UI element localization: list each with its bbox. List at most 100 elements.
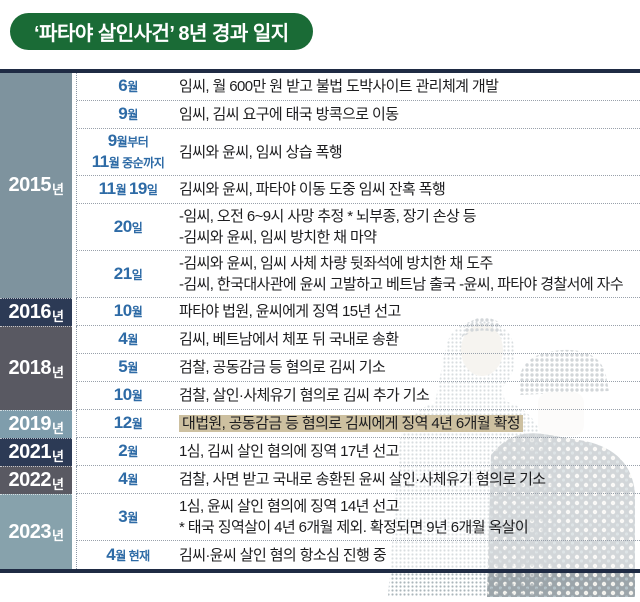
event-line: 1심, 김씨 살인 혐의에 징역 17년 선고 [179, 441, 634, 462]
year-label-2016: 2016 년 [0, 298, 72, 326]
month-line: 12월 [77, 413, 179, 434]
event-text: 김씨와 윤씨, 임씨 상습 폭행 [179, 142, 640, 163]
event-text: 임씨, 김씨 요구에 태국 방콕으로 이동 [179, 104, 640, 125]
year-suffix: 년 [52, 420, 64, 436]
month-number: 20 [113, 216, 132, 236]
event-line: 김씨와 윤씨, 임씨 상습 폭행 [179, 142, 634, 163]
month-line: 9월부터 [77, 131, 179, 152]
month-unit: 월 [127, 361, 138, 375]
month-label: 21일 [77, 264, 179, 285]
event-plain: 검찰, 살인·사체유기 혐의로 김씨 추가 기소 [179, 387, 430, 404]
timeline-row: 6월 임씨, 월 600만 원 받고 불법 도박사이트 관리체계 개발 [77, 73, 640, 101]
event-plain: * 태국 징역살이 4년 6개월 제외. 확정되면 9년 6개월 옥살이 [179, 519, 529, 536]
event-text: 검찰, 사면 받고 국내로 송환된 윤씨 살인·사체유기 혐의로 기소 [179, 469, 640, 490]
timeline-row: 10월 파타야 법원, 윤씨에게 징역 15년 선고 [77, 298, 640, 326]
month-number: 19 [128, 179, 147, 198]
event-line: 검찰, 공동감금 등 혐의로 김씨 기소 [179, 357, 634, 378]
year-group-2021: 2021 년 2월 1심, 김씨 살인 혐의에 징역 17년 선고 [0, 438, 640, 466]
year-number: 2021 [8, 441, 52, 463]
month-unit: 월 [127, 510, 138, 525]
timeline-row: 12월 대법원, 공동감금 등 혐의로 김씨에게 징역 4년 6개월 확정 [77, 410, 640, 438]
month-number: 11 [98, 179, 116, 198]
event-plain: 김씨, 베트남에서 체포 뒤 국내로 송환 [179, 331, 399, 348]
year-group-2019: 2019 년 12월 대법원, 공동감금 등 혐의로 김씨에게 징역 4년 6개월 확… [0, 410, 640, 438]
month-unit: 월 현재 [115, 548, 150, 563]
event-rows: 4월 검찰, 사면 받고 국내로 송환된 윤씨 살인·사체유기 혐의로 기소 [76, 466, 640, 494]
year-label-2021: 2021 년 [0, 438, 72, 466]
month-unit: 월 [131, 389, 143, 403]
event-plain: 임씨, 월 600만 원 받고 불법 도박사이트 관리체계 개발 [179, 78, 499, 95]
event-line: 파타야 법원, 윤씨에게 징역 15년 선고 [179, 301, 634, 322]
timeline-row: 10월 검찰, 살인·사체유기 혐의로 김씨 추가 기소 [77, 382, 640, 410]
year-suffix: 년 [52, 448, 64, 464]
event-rows: 4월 김씨, 베트남에서 체포 뒤 국내로 송환 5월 검찰, 공동감금 등 혐의로 … [76, 326, 640, 410]
month-line: 11월 중순까지 [77, 152, 179, 173]
event-text: -김씨와 윤씨, 임씨 사체 차량 뒷좌석에 방치한 채 도주 -김씨, 한국대사… [179, 253, 640, 295]
year-group-2022: 2022 년 4월 검찰, 사면 받고 국내로 송환된 윤씨 살인·사체유기 혐의로 … [0, 466, 640, 494]
event-rows: 6월 임씨, 월 600만 원 받고 불법 도박사이트 관리체계 개발 9월 임씨, … [76, 73, 640, 298]
event-rows: 12월 대법원, 공동감금 등 혐의로 김씨에게 징역 4년 6개월 확정 [76, 410, 640, 438]
month-number: 10 [113, 385, 132, 404]
event-plain: 임씨, 김씨 요구에 태국 방콕으로 이동 [179, 106, 399, 123]
month-unit: 월 중순까지 [108, 156, 165, 170]
event-line: 1심, 윤씨 살인 혐의에 징역 14년 선고 [179, 496, 634, 517]
timeline-row: 11월 19일 김씨와 윤씨, 파타야 이동 도중 임씨 잔혹 폭행 [77, 176, 640, 204]
event-plain: -임씨, 오전 6~9시 사망 추정 * 뇌부종, 장기 손상 등 [179, 208, 477, 225]
month-unit: 월 [127, 80, 138, 94]
year-group-2015: 2015 년 6월 임씨, 월 600만 원 받고 불법 도박사이트 관리체계 개발 9… [0, 73, 640, 298]
month-unit: 월부터 [116, 135, 149, 149]
month-number: 4 [118, 469, 128, 488]
page-title: ‘파타야 살인사건’ 8년 경과 일지 [10, 13, 313, 50]
month-number: 9 [107, 131, 117, 150]
event-plain: 검찰, 사면 받고 국내로 송환된 윤씨 살인·사체유기 혐의로 기소 [179, 471, 546, 488]
year-label-2018: 2018 년 [0, 326, 72, 410]
event-text: 김씨·윤씨 살인 혐의 항소심 진행 중 [179, 545, 640, 566]
event-line: -임씨, 오전 6~9시 사망 추정 * 뇌부종, 장기 손상 등 [179, 206, 634, 227]
year-number: 2019 [8, 413, 52, 435]
year-suffix: 년 [52, 364, 64, 380]
month-line: 9월 [77, 104, 179, 125]
year-group-2023: 2023 년 3월 1심, 윤씨 살인 혐의에 징역 14년 선고 * 태국 징역살이 … [0, 494, 640, 569]
year-suffix: 년 [52, 308, 64, 324]
year-label-2019: 2019 년 [0, 410, 72, 438]
event-line: 검찰, 사면 받고 국내로 송환된 윤씨 살인·사체유기 혐의로 기소 [179, 469, 634, 490]
month-number: 4 [118, 329, 128, 348]
month-line: 4월 현재 [77, 545, 179, 566]
event-plain: 김씨와 윤씨, 임씨 상습 폭행 [179, 143, 343, 161]
timeline-row: 3월 1심, 윤씨 살인 혐의에 징역 14년 선고 * 태국 징역살이 4년 6개… [77, 494, 640, 541]
year-number: 2022 [8, 469, 52, 491]
month-unit: 월 [131, 417, 143, 431]
month-line: 5월 [77, 357, 179, 378]
month-label: 4월 현재 [77, 545, 179, 566]
month-unit: 일 [146, 183, 158, 197]
event-plain: -김씨, 한국대사관에 윤씨 고발하고 베트남 출국 -윤씨, 파타야 경찰서에… [179, 276, 624, 293]
event-plain: 김씨와 윤씨, 파타야 이동 도중 임씨 잔혹 폭행 [179, 181, 446, 198]
event-line: * 태국 징역살이 4년 6개월 제외. 확정되면 9년 6개월 옥살이 [179, 517, 634, 538]
month-label: 12월 [77, 413, 179, 434]
year-number: 2018 [8, 357, 52, 379]
month-line: 4월 [77, 469, 179, 490]
year-group-2018: 2018 년 4월 김씨, 베트남에서 체포 뒤 국내로 송환 5월 검찰, 공동감금 등… [0, 326, 640, 410]
month-number: 4 [106, 544, 116, 564]
month-number: 3 [118, 506, 128, 526]
month-label: 9월부터 11월 중순까지 [77, 131, 179, 173]
month-line: 4월 [77, 329, 179, 350]
event-rows: 2월 1심, 김씨 살인 혐의에 징역 17년 선고 [76, 438, 640, 466]
event-line: 김씨·윤씨 살인 혐의 항소심 진행 중 [179, 545, 634, 566]
event-plain: 1심, 윤씨 살인 혐의에 징역 14년 선고 [179, 498, 399, 515]
event-line: -김씨와 윤씨, 임씨 사체 차량 뒷좌석에 방치한 채 도주 [179, 253, 634, 274]
timeline-row: 4월 현재 김씨·윤씨 살인 혐의 항소심 진행 중 [77, 541, 640, 569]
month-number: 6 [118, 76, 128, 95]
event-text: -임씨, 오전 6~9시 사망 추정 * 뇌부종, 장기 손상 등 -김씨와 윤씨… [179, 206, 640, 248]
event-plain: 김씨·윤씨 살인 혐의 항소심 진행 중 [179, 546, 387, 564]
event-text: 검찰, 살인·사체유기 혐의로 김씨 추가 기소 [179, 385, 640, 406]
month-unit: 월 [115, 183, 129, 197]
month-line: 11월 19일 [77, 179, 179, 200]
month-number: 5 [118, 357, 128, 376]
event-text: 검찰, 공동감금 등 혐의로 김씨 기소 [179, 357, 640, 378]
event-line: 임씨, 김씨 요구에 태국 방콕으로 이동 [179, 104, 634, 125]
month-unit: 월 [127, 108, 138, 122]
month-unit: 월 [127, 445, 138, 459]
month-label: 20일 [77, 217, 179, 238]
month-label: 6월 [77, 76, 179, 97]
